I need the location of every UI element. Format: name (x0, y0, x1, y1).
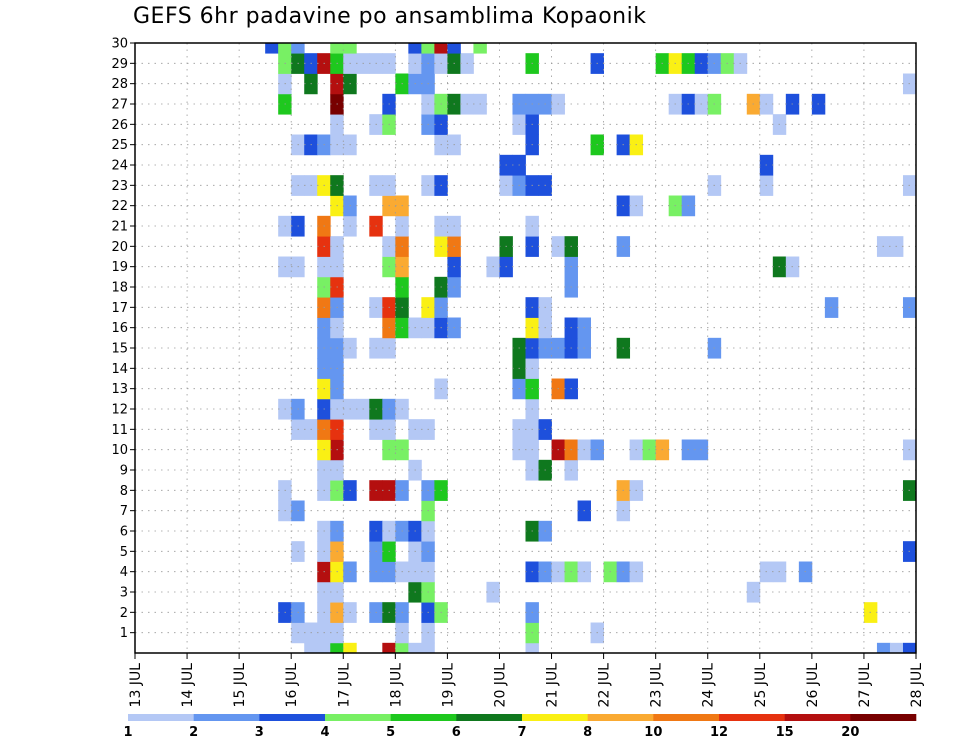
y-tick-label: 8 (120, 484, 128, 499)
heatmap-cell (382, 642, 396, 654)
heatmap-cell (876, 642, 891, 654)
x-tick-label: 19 JUL (440, 663, 456, 708)
colorbar-swatch (259, 714, 326, 721)
heatmap-cell (265, 43, 279, 54)
heatmap-cell (317, 642, 331, 654)
y-tick-label: 17 (111, 301, 128, 316)
heatmap-cell (330, 43, 344, 54)
heatmap-cell (434, 43, 448, 54)
y-tick-label: 26 (111, 118, 128, 133)
colorbar-swatch (193, 714, 260, 721)
y-tick-label: 24 (111, 159, 128, 174)
y-axis-ticks: 1234567891011121314151617181920212223242… (111, 37, 135, 641)
colorbar-label: 5 (386, 725, 395, 740)
colorbar-label: 10 (644, 725, 662, 740)
y-tick-label: 11 (111, 423, 128, 438)
colorbar-label: 2 (189, 725, 198, 740)
colorbar-swatch (390, 714, 457, 721)
x-tick-label: 16 JUL (284, 663, 300, 708)
heatmap-cell (421, 43, 435, 54)
colorbar-swatch (128, 714, 194, 721)
heatmap-cell (408, 642, 422, 654)
colorbar-label: 12 (710, 725, 728, 740)
x-tick-label: 20 JUL (492, 663, 508, 708)
heatmap-cell (278, 43, 292, 54)
colorbar-label: 6 (452, 725, 461, 740)
heatmap-cell (421, 642, 435, 654)
y-tick-label: 19 (111, 260, 128, 275)
heatmap-cell (304, 642, 318, 654)
colorbar-label: 20 (841, 725, 859, 740)
y-tick-label: 22 (111, 199, 128, 214)
y-tick-label: 7 (120, 504, 128, 519)
colorbar-swatch (784, 714, 851, 721)
heatmap-cell (395, 642, 409, 654)
y-tick-label: 20 (111, 240, 128, 255)
x-tick-label: 13 JUL (128, 663, 144, 708)
heatmap-cell (902, 642, 917, 654)
colorbar-swatch (850, 714, 917, 721)
y-tick-label: 13 (111, 382, 128, 397)
heatmap-cell (408, 43, 422, 54)
colorbar-swatch (456, 714, 523, 721)
y-tick-label: 18 (111, 281, 128, 296)
y-tick-label: 28 (111, 77, 128, 92)
x-tick-label: 17 JUL (336, 663, 352, 708)
y-tick-label: 10 (111, 443, 128, 458)
x-tick-label: 15 JUL (232, 663, 248, 708)
colorbar: 1 2 3 4 5 6 7 8 10 12 15 20 (123, 714, 917, 740)
colorbar-swatch (587, 714, 654, 721)
colorbar-label: 3 (255, 725, 264, 740)
x-tick-label: 25 JUL (753, 663, 769, 708)
y-tick-label: 3 (120, 586, 128, 601)
x-tick-label: 27 JUL (857, 663, 873, 708)
heatmap-cell (447, 43, 461, 54)
y-tick-label: 30 (111, 37, 128, 52)
y-tick-label: 9 (120, 464, 128, 479)
colorbar-label: 7 (517, 725, 526, 740)
heatmap-cell (330, 642, 344, 654)
chart-title: GEFS 6hr padavine po ansamblima Kopaonik (133, 4, 647, 29)
colorbar-swatch (325, 714, 391, 721)
y-tick-label: 29 (111, 57, 128, 72)
x-tick-label: 24 JUL (701, 663, 717, 708)
x-tick-label: 28 JUL (909, 663, 925, 708)
colorbar-swatch (653, 714, 720, 721)
y-tick-label: 12 (111, 403, 128, 418)
colorbar-label: 15 (776, 725, 794, 740)
colorbar-label: 4 (320, 725, 329, 740)
x-tick-label: 21 JUL (545, 663, 561, 708)
y-tick-label: 15 (111, 342, 128, 357)
y-tick-label: 6 (120, 525, 128, 540)
y-tick-label: 4 (120, 565, 128, 580)
heatmap-cell (473, 43, 487, 54)
x-tick-label: 22 JUL (597, 663, 613, 708)
colorbar-swatch (719, 714, 785, 721)
gridlines (135, 42, 916, 653)
y-tick-label: 25 (111, 138, 128, 153)
x-tick-label: 18 JUL (388, 663, 404, 708)
x-tick-label: 23 JUL (649, 663, 665, 708)
heatmap-cell (889, 642, 904, 654)
heatmap-cell (343, 43, 357, 54)
heatmap-cell (291, 43, 305, 54)
heatmap-cell (525, 642, 539, 654)
y-tick-label: 21 (111, 220, 128, 235)
y-tick-label: 23 (111, 179, 128, 194)
colorbar-label: 1 (123, 725, 132, 740)
y-tick-label: 1 (120, 626, 128, 641)
heatmap-cell (343, 642, 357, 654)
y-tick-label: 5 (120, 545, 128, 560)
y-tick-label: 16 (111, 321, 128, 336)
y-tick-label: 27 (111, 98, 128, 113)
x-tick-label: 14 JUL (180, 663, 196, 708)
colorbar-swatch (522, 714, 588, 721)
y-tick-label: 2 (120, 606, 128, 621)
colorbar-label: 8 (583, 725, 592, 740)
y-tick-label: 14 (111, 362, 128, 377)
x-axis-ticks: 13 JUL 14 JUL 15 JUL 16 JUL 17 JUL 18 JUL 19 J… (128, 653, 925, 707)
x-tick-label: 26 JUL (805, 663, 821, 708)
